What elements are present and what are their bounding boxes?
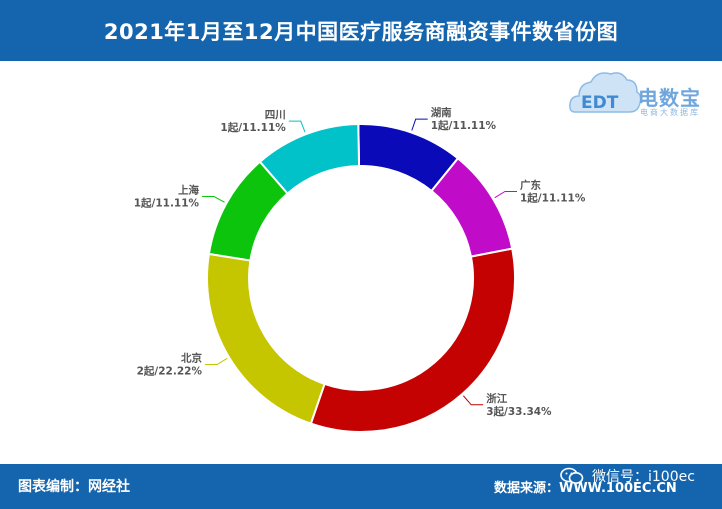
slice-name-label: 四川 (265, 109, 286, 121)
slice-value-label: 1起/11.11% (431, 119, 497, 132)
logo-mark: EDT (581, 93, 619, 113)
footer-banner: 图表编制：网经社 数据来源：WWW.100EC.CN (0, 464, 722, 509)
wechat-id: 微信号：i100ec (592, 469, 695, 485)
leader-line (411, 118, 428, 131)
leader-line (494, 190, 518, 199)
logo-tagline: 电商大数据库 (640, 108, 700, 117)
donut-slice (309, 247, 516, 433)
footer-editor: 图表编制：网经社 (18, 479, 130, 495)
slice-value-label: 1起/11.11% (134, 197, 200, 210)
slice-value-label: 1起/11.11% (220, 121, 286, 134)
leader-line (288, 120, 306, 133)
leader-line (204, 357, 228, 366)
chart-title: 2021年1月至12月中国医疗服务商融资事件数省份图 (103, 19, 619, 44)
slice-value-label: 2起/22.22% (137, 365, 203, 378)
slice-name-label: 浙江 (486, 392, 507, 405)
donut-chart: 湖南1起/11.11%广东1起/11.11%浙江3起/33.34%北京2起/22… (134, 106, 586, 433)
leader-line (202, 196, 225, 203)
title-banner: 2021年1月至12月中国医疗服务商融资事件数省份图 (0, 0, 722, 61)
slice-name-label: 北京 (181, 352, 202, 365)
logo-brand: 电数宝 (638, 86, 701, 110)
slice-value-label: 1起/11.11% (520, 191, 586, 204)
slice-name-label: 上海 (178, 184, 199, 197)
slice-name-label: 湖南 (431, 106, 452, 119)
wechat-icon (560, 467, 584, 484)
wechat-watermark: 微信号：i100ec (560, 466, 695, 486)
cloud-logo-icon: EDT (569, 72, 642, 113)
slice-value-label: 3起/33.34% (486, 405, 552, 418)
slice-name-label: 广东 (520, 178, 541, 191)
footer-source: 数据来源：WWW.100EC.CN (494, 481, 677, 496)
donut-slice (206, 252, 326, 425)
leader-line (462, 395, 484, 406)
donut-slice (258, 123, 361, 195)
